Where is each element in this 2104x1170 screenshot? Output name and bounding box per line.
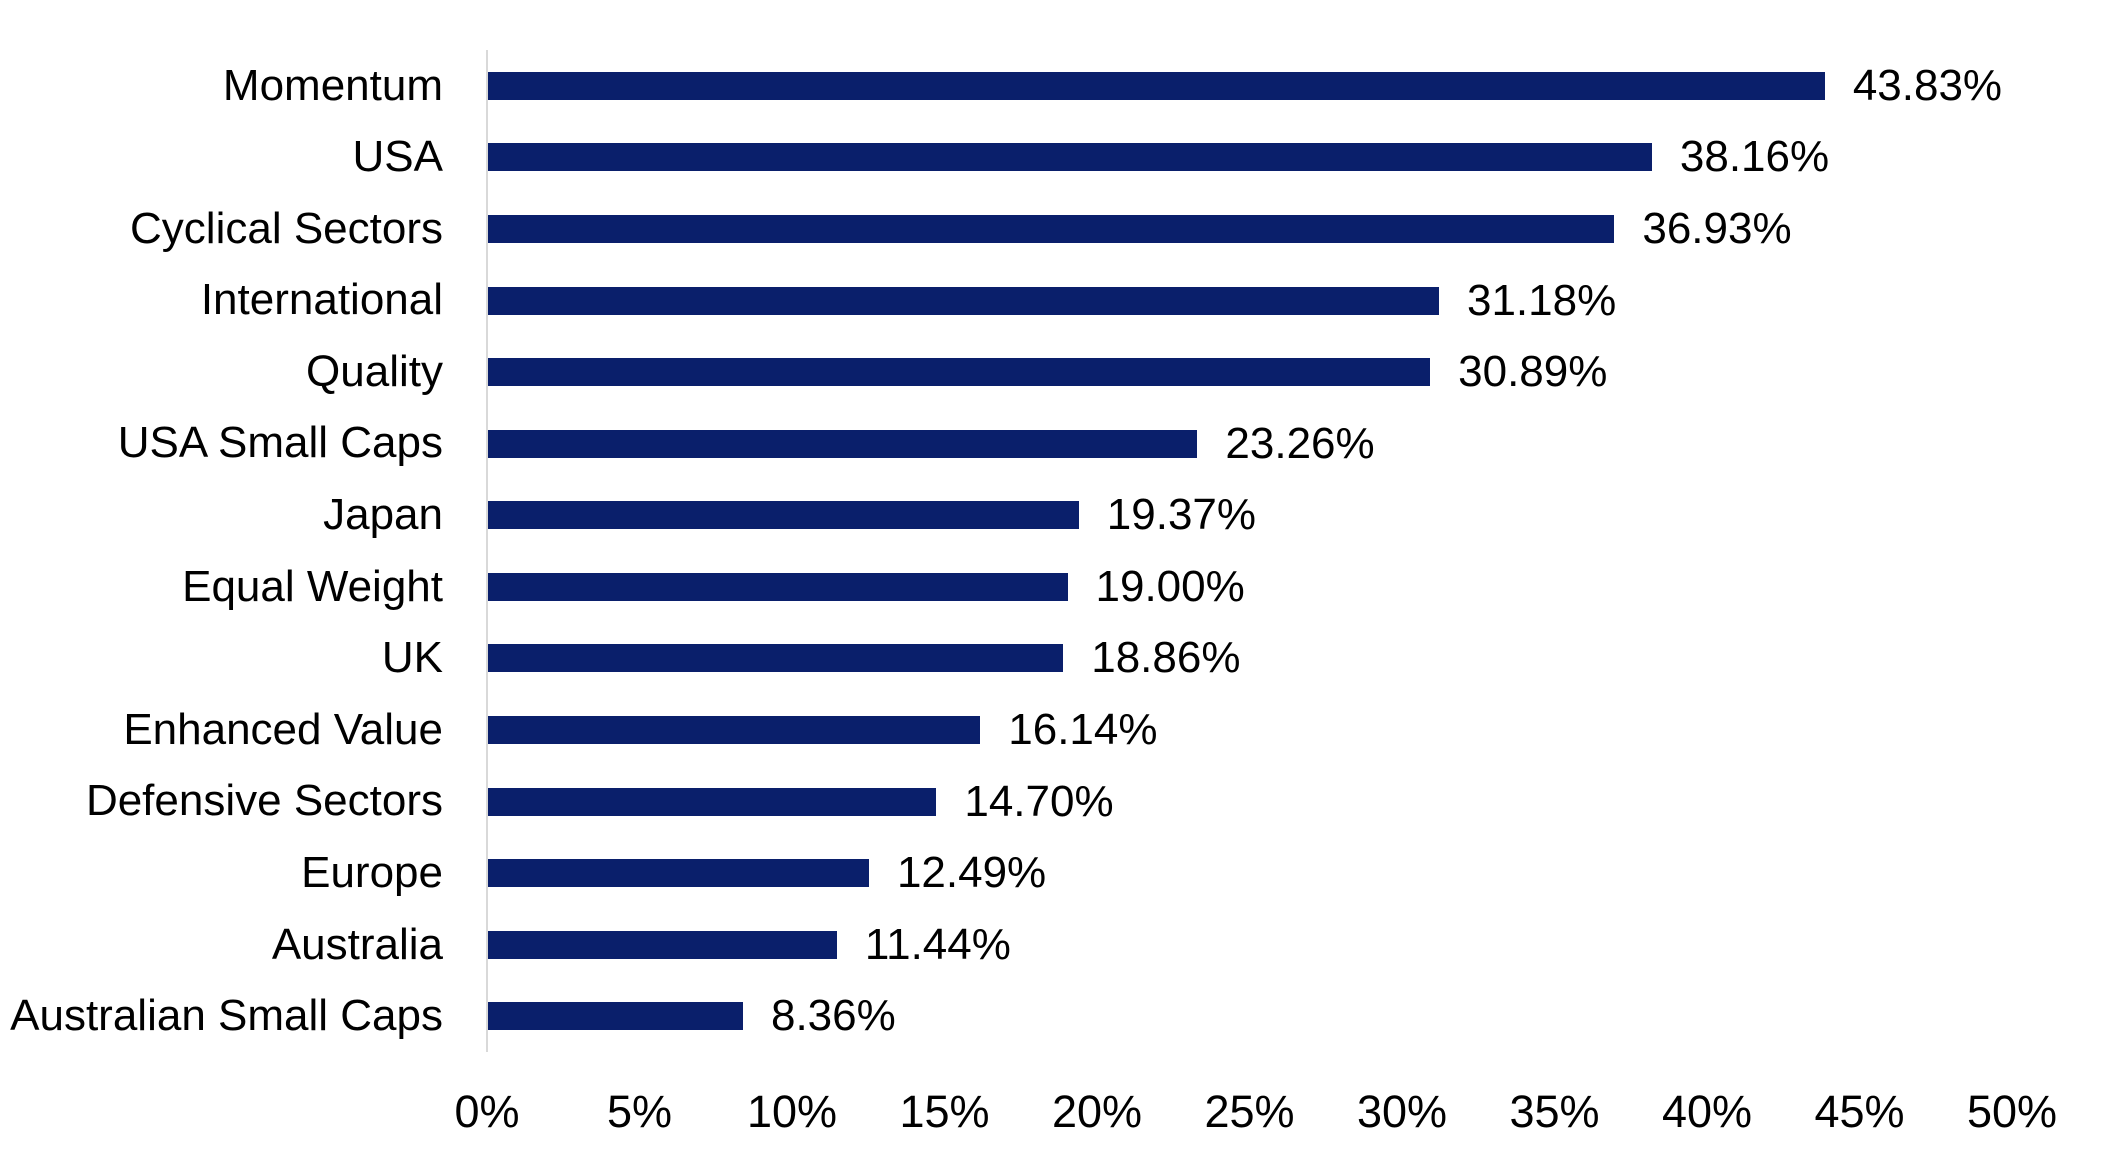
category-label: Japan — [323, 490, 443, 540]
value-label: 8.36% — [770, 991, 896, 1041]
value-label: 36.93% — [1642, 203, 1792, 253]
x-tick-label: 10% — [746, 1086, 838, 1137]
bar — [488, 859, 869, 888]
value-label: 31.18% — [1466, 275, 1617, 325]
x-tick-label: 0% — [454, 1086, 520, 1137]
value-label: 18.86% — [1091, 633, 1241, 683]
bar — [488, 429, 1198, 458]
category-label: International — [200, 275, 443, 325]
bar-row: Quality 30.89% — [0, 336, 2104, 408]
bar-track: 30.89% — [488, 336, 2013, 408]
category-label: Australia — [271, 919, 443, 969]
value-label: 43.83% — [1852, 60, 2003, 110]
bar — [488, 715, 981, 744]
value-label: 23.26% — [1225, 418, 1375, 468]
category-label: Europe — [301, 847, 443, 897]
plot-area: Momentum 43.83% USA 38.16% Cyclical Sect… — [0, 50, 2104, 1052]
bar — [488, 143, 1652, 172]
bar — [488, 286, 1439, 315]
bar-row: UK 18.86% — [0, 623, 2104, 695]
x-tick-label: 15% — [899, 1086, 990, 1137]
bar-row: Japan 19.37% — [0, 479, 2104, 551]
category-label: Defensive Sectors — [85, 776, 443, 826]
bar-track: 38.16% — [488, 122, 2013, 194]
bar — [488, 501, 1079, 530]
bar-track: 19.00% — [488, 551, 2013, 623]
value-label: 30.89% — [1458, 347, 1608, 397]
bar-track: 14.70% — [488, 766, 2013, 838]
bar-track: 23.26% — [488, 408, 2013, 480]
value-label: 14.70% — [964, 776, 1114, 826]
bar-track: 31.18% — [488, 265, 2013, 337]
value-label: 38.16% — [1679, 132, 1830, 182]
bar-row: Cyclical Sectors 36.93% — [0, 193, 2104, 265]
bar — [488, 358, 1431, 387]
category-label: Cyclical Sectors — [130, 203, 443, 253]
bar-row: USA 38.16% — [0, 122, 2104, 194]
x-tick-label: 25% — [1204, 1086, 1295, 1137]
x-axis-tick-labels: 0% 5% 10% 15% 20% 25% 30% 35% 40% 45% 50% — [454, 1086, 2057, 1146]
bar — [488, 71, 1825, 100]
category-label: Momentum — [222, 60, 443, 110]
x-tick-label: 35% — [1509, 1086, 1600, 1137]
bar-row: International 31.18% — [0, 265, 2104, 337]
bar-row: Europe 12.49% — [0, 837, 2104, 909]
x-tick-label: 30% — [1356, 1086, 1448, 1137]
bar — [488, 787, 937, 816]
bar-row: Australian Small Caps 8.36% — [0, 981, 2104, 1053]
category-label: USA — [352, 132, 443, 182]
bar-track: 19.37% — [488, 479, 2013, 551]
bar-row: Defensive Sectors 14.70% — [0, 766, 2104, 838]
bar — [488, 572, 1068, 601]
value-label: 19.37% — [1106, 490, 1257, 540]
bar-row: Equal Weight 19.00% — [0, 551, 2104, 623]
bar-track: 11.44% — [488, 909, 2013, 981]
bar — [488, 1002, 743, 1031]
x-tick-label: 45% — [1814, 1086, 1905, 1137]
bar-row: Momentum 43.83% — [0, 50, 2104, 122]
bar-track: 18.86% — [488, 623, 2013, 695]
bar-row: Australia 11.44% — [0, 909, 2104, 981]
category-label: UK — [381, 633, 443, 683]
bar — [488, 644, 1064, 673]
bar-track: 36.93% — [488, 193, 2013, 265]
value-label: 16.14% — [1008, 704, 1158, 754]
category-label: Australian Small Caps — [10, 991, 443, 1041]
category-label: Equal Weight — [182, 561, 443, 611]
bar-track: 43.83% — [488, 50, 2013, 122]
x-tick-label: 40% — [1661, 1086, 1753, 1137]
bar — [488, 214, 1615, 243]
category-label: USA Small Caps — [117, 418, 443, 468]
bar-track: 8.36% — [488, 981, 2013, 1053]
category-label: Enhanced Value — [123, 704, 443, 754]
x-tick-label: 50% — [1966, 1086, 2058, 1137]
x-tick-label: 20% — [1051, 1086, 1143, 1137]
bar-track: 12.49% — [488, 837, 2013, 909]
value-label: 19.00% — [1095, 561, 1245, 611]
bar — [488, 930, 837, 959]
x-tick-label: 5% — [606, 1086, 673, 1137]
bar-row: USA Small Caps 23.26% — [0, 408, 2104, 480]
bar-track: 16.14% — [488, 694, 2013, 766]
value-label: 11.44% — [864, 919, 1011, 969]
value-label: 12.49% — [896, 848, 1047, 898]
bar-row: Enhanced Value 16.14% — [0, 694, 2104, 766]
category-label: Quality — [306, 346, 443, 396]
y-axis-line — [486, 50, 488, 1052]
